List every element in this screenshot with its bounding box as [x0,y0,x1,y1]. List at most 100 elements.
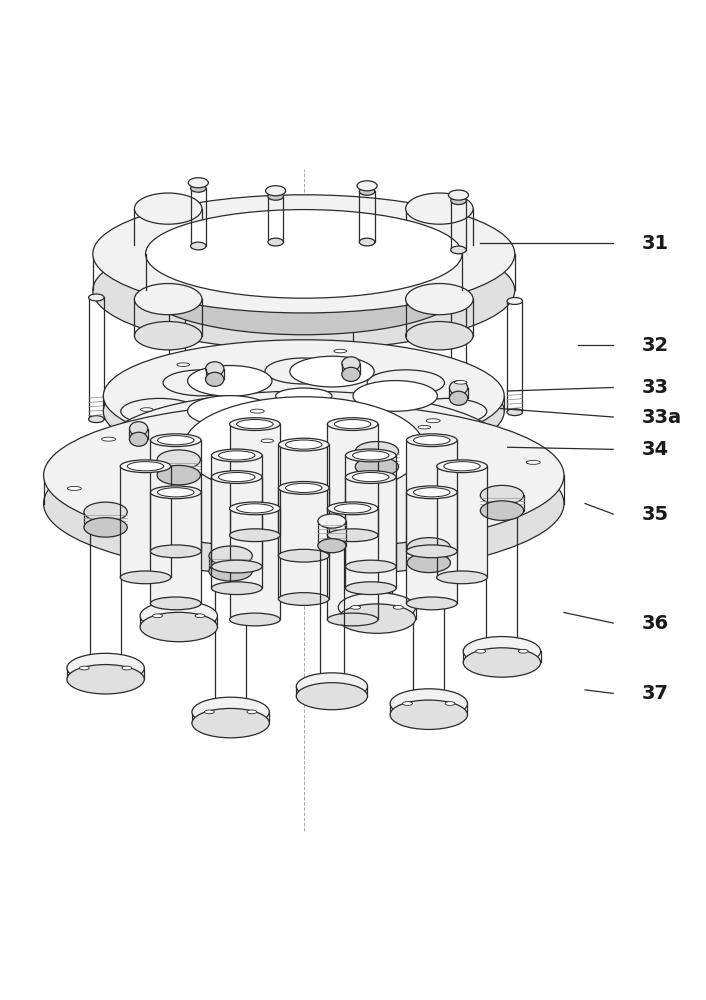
Ellipse shape [355,457,399,476]
Ellipse shape [177,363,189,366]
Ellipse shape [169,298,185,304]
Ellipse shape [367,370,445,396]
Ellipse shape [67,486,81,490]
Ellipse shape [212,560,262,573]
Ellipse shape [205,710,215,714]
Ellipse shape [120,571,171,584]
Ellipse shape [318,514,346,528]
Ellipse shape [103,355,504,468]
Ellipse shape [342,367,360,381]
Ellipse shape [205,372,224,386]
Ellipse shape [209,546,252,566]
Ellipse shape [450,197,466,205]
Ellipse shape [157,450,201,469]
Text: 33a: 33a [641,408,681,427]
Polygon shape [212,455,262,567]
Ellipse shape [44,431,564,576]
Ellipse shape [476,649,486,653]
Ellipse shape [140,408,153,411]
Polygon shape [150,440,201,551]
Polygon shape [229,508,280,619]
Ellipse shape [463,637,541,666]
Ellipse shape [212,471,262,483]
Ellipse shape [103,403,504,515]
Ellipse shape [338,593,416,622]
Ellipse shape [345,294,361,301]
Ellipse shape [157,436,194,445]
Ellipse shape [278,549,329,562]
Ellipse shape [353,381,438,411]
Ellipse shape [334,349,347,353]
Ellipse shape [407,434,457,447]
Ellipse shape [237,420,273,429]
Ellipse shape [268,238,283,246]
Ellipse shape [261,439,274,443]
Ellipse shape [351,606,361,609]
Ellipse shape [120,460,171,473]
Ellipse shape [188,366,272,396]
Polygon shape [328,424,378,535]
Ellipse shape [426,419,441,423]
Ellipse shape [209,561,252,581]
Ellipse shape [445,702,455,705]
Ellipse shape [163,427,241,453]
Ellipse shape [79,666,89,670]
Ellipse shape [237,504,273,513]
Ellipse shape [357,181,377,191]
Ellipse shape [167,528,181,532]
Ellipse shape [188,396,272,426]
Ellipse shape [450,391,467,405]
Ellipse shape [278,593,329,605]
Polygon shape [407,440,457,551]
Text: 32: 32 [641,336,669,355]
Ellipse shape [444,462,480,471]
Ellipse shape [145,210,462,298]
Ellipse shape [450,294,466,301]
Ellipse shape [343,538,357,542]
Ellipse shape [345,560,396,573]
Ellipse shape [406,231,473,259]
Polygon shape [328,508,378,619]
Ellipse shape [345,471,396,483]
Ellipse shape [335,420,371,429]
Polygon shape [278,488,329,599]
Ellipse shape [250,409,264,413]
Ellipse shape [67,653,144,683]
Ellipse shape [345,582,396,595]
Ellipse shape [140,601,217,630]
Ellipse shape [518,649,528,653]
Ellipse shape [189,178,208,188]
Ellipse shape [92,231,515,350]
Ellipse shape [229,502,280,515]
Ellipse shape [212,449,262,462]
Ellipse shape [129,422,148,436]
Ellipse shape [402,702,412,705]
Ellipse shape [437,460,487,473]
Ellipse shape [157,488,194,497]
Ellipse shape [352,451,389,460]
Ellipse shape [192,708,269,738]
Text: 34: 34 [641,440,669,459]
Ellipse shape [342,357,360,371]
Ellipse shape [212,582,262,595]
Ellipse shape [265,186,286,196]
Ellipse shape [450,416,466,423]
Ellipse shape [150,597,201,610]
Polygon shape [345,477,396,588]
Ellipse shape [335,504,371,513]
Ellipse shape [406,284,473,315]
Ellipse shape [409,398,486,424]
Text: 31: 31 [641,234,669,253]
Ellipse shape [359,188,375,195]
Ellipse shape [140,612,217,642]
Ellipse shape [318,539,346,553]
Ellipse shape [492,510,506,514]
Ellipse shape [150,434,201,447]
Ellipse shape [390,700,467,729]
Ellipse shape [414,488,450,497]
Ellipse shape [134,193,202,224]
Ellipse shape [219,451,255,460]
Ellipse shape [184,397,424,498]
Ellipse shape [345,402,361,409]
Ellipse shape [44,403,564,548]
